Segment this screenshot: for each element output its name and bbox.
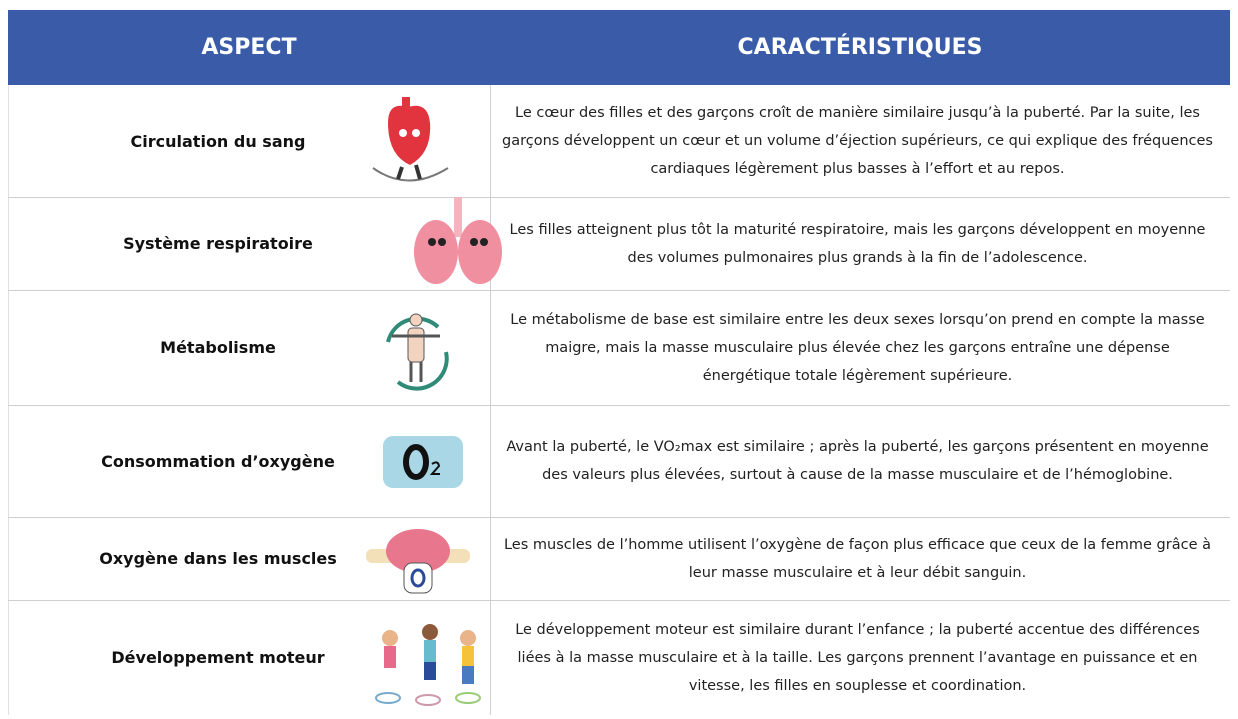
border [8, 85, 9, 715]
aspect: Métabolisme [160, 338, 276, 357]
row: Circulation du sang Le cœur des filles e… [8, 85, 1230, 198]
oxygen-icon [383, 436, 463, 488]
header: ASPECT CARACTÉRISTIQUES [8, 10, 1230, 85]
description: Le développement moteur est similaire du… [515, 621, 1200, 694]
description: Le métabolisme de base est similaire ent… [510, 311, 1205, 384]
row: Oxygène dans les muscles Les muscles de … [8, 517, 1230, 601]
heart-icon [372, 97, 449, 182]
aspect: Oxygène dans les muscles [99, 549, 337, 568]
metabolism-icon [386, 313, 449, 391]
kids-icon [375, 624, 481, 706]
row: Métabolisme Le métabolisme de base est s… [8, 290, 1230, 406]
description: Les filles atteignent plus tôt la maturi… [509, 221, 1206, 266]
row: Développement moteur Le développement mo… [8, 600, 1230, 715]
header-characteristics: CARACTÉRISTIQUES [737, 35, 983, 60]
muscle-icon [366, 529, 470, 594]
description: Le cœur des filles et des garçons croît … [502, 105, 1213, 177]
aspect: Développement moteur [111, 648, 325, 667]
divider [490, 85, 491, 715]
aspect: Consommation d’oxygène [101, 451, 335, 471]
description: Avant la puberté, le VO₂max est similair… [506, 439, 1209, 483]
lungs-icon [414, 197, 502, 284]
row: Consommation d’oxygène Avant la puberté,… [8, 405, 1230, 518]
row: Système respiratoire Les filles atteigne… [8, 197, 1230, 291]
aspect: Circulation du sang [130, 131, 306, 151]
aspect: Système respiratoire [123, 234, 313, 253]
header-aspect: ASPECT [201, 35, 297, 60]
description: Les muscles de l’homme utilisent l’oxygè… [503, 536, 1212, 581]
